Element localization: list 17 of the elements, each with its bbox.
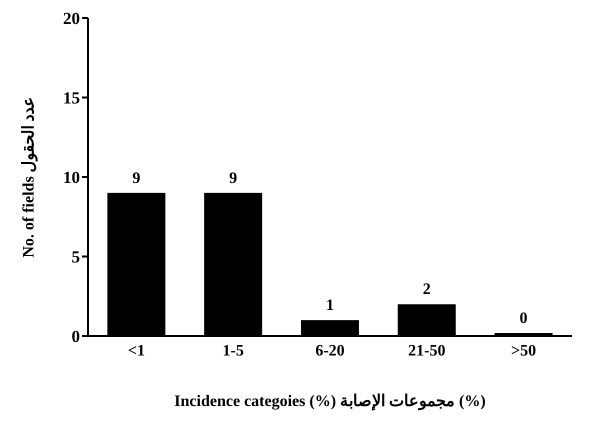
y-tick-label: 20: [63, 9, 80, 28]
x-tick-label: 6-20: [315, 342, 345, 360]
data-label: 0: [520, 310, 528, 327]
x-axis-title: Incidence categoies (%) مجموعات الإصابة (%): [174, 393, 486, 411]
data-label: 1: [326, 297, 334, 314]
y-tick-label: 5: [72, 248, 80, 267]
x-tick-label: 1-5: [222, 342, 244, 360]
data-label: 9: [132, 170, 140, 187]
x-tick-label: 21-50: [408, 342, 446, 360]
y-tick-label: 15: [63, 88, 80, 108]
x-tick-label: <1: [128, 342, 145, 360]
data-label: 9: [229, 170, 238, 187]
y-tick-label: 10: [63, 168, 80, 188]
y-tick-label: 0: [72, 327, 80, 346]
x-tick-label: >50: [511, 342, 536, 360]
data-label: 2: [422, 281, 431, 298]
y-axis-title: No. of fields عدد الحقول: [20, 96, 39, 258]
